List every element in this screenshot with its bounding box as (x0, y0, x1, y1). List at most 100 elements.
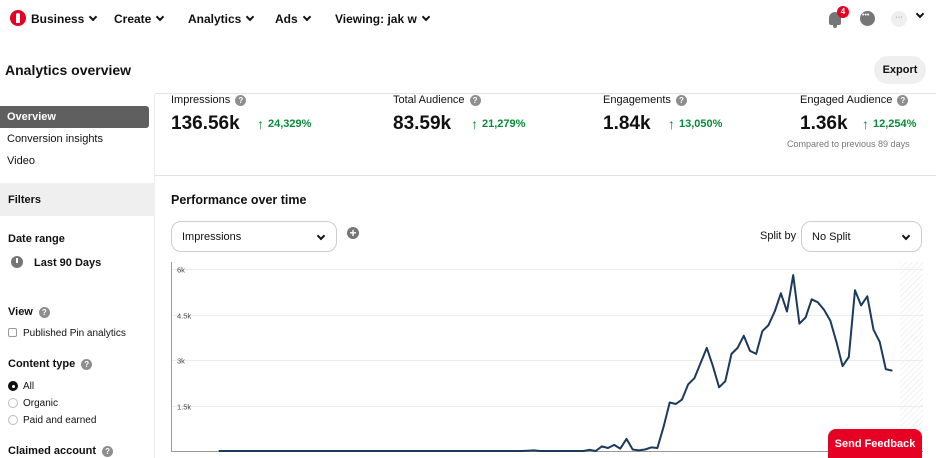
analytics-menu[interactable]: Analytics (188, 12, 255, 26)
help-icon[interactable]: ? (469, 94, 481, 106)
kpi-engagements-label: Engagements ? (603, 94, 687, 106)
ads-menu[interactable]: Ads (275, 12, 311, 26)
help-icon[interactable]: ? (675, 94, 687, 106)
radio-organic[interactable] (8, 398, 18, 408)
chart-data-point (539, 450, 541, 452)
chart-data-point (372, 450, 374, 452)
chart-data-point (638, 449, 640, 451)
radio-all[interactable] (8, 381, 18, 391)
chart-data-point (520, 450, 523, 452)
chart-data-point (317, 450, 319, 452)
date-range-select[interactable]: Last 90 Days (34, 257, 102, 269)
chart-data-point (471, 450, 473, 452)
notification-badge: 4 (837, 6, 849, 18)
chart-data-point (687, 383, 689, 385)
kpi-change-text: 12,254% (873, 118, 917, 130)
chart-data-point (348, 450, 350, 452)
chart-data-point (681, 398, 683, 400)
sidebar-item-video[interactable]: Video (7, 155, 35, 167)
chart-data-point (243, 450, 245, 452)
chart-data-point (218, 450, 220, 452)
chart-data-point (601, 445, 603, 447)
top-nav: Business Create Analytics Ads Viewing: j… (0, 0, 936, 40)
chart-data-point (749, 350, 751, 352)
chart-data-point (236, 450, 239, 452)
chart-data-point (817, 301, 819, 303)
chart-data-point (786, 310, 788, 313)
arrow-up-icon: ↑ (862, 115, 869, 132)
create-menu[interactable]: Create (114, 12, 165, 26)
chart-data-point (323, 450, 325, 452)
sidebar-item-overview[interactable]: Overview (0, 106, 149, 128)
kpi-label-text: Total Audience (393, 94, 465, 106)
chart-data-point (434, 450, 436, 452)
kpi-change-text: 21,279% (482, 118, 526, 130)
chart-svg: 1.5k 3k 4.5k 6k (171, 262, 923, 458)
chart-data-point (693, 377, 696, 379)
help-icon[interactable]: ? (235, 94, 247, 106)
chart-data-point (767, 324, 770, 326)
chart-data-point (706, 347, 708, 349)
help-icon[interactable]: ? (38, 306, 50, 318)
business-menu[interactable]: Business (31, 12, 98, 26)
help-icon[interactable]: ? (81, 358, 93, 370)
chart-data-point (792, 274, 794, 276)
help-icon[interactable]: ? (102, 445, 114, 457)
split-select[interactable]: No Split (801, 221, 922, 252)
chart-data-point (385, 450, 387, 452)
business-menu-label: Business (31, 12, 85, 26)
viewing-account-label: Viewing: jak w (335, 12, 417, 26)
account-chevron-down-icon[interactable] (915, 9, 925, 19)
chart-data-point (224, 450, 226, 452)
sidebar-divider (154, 94, 155, 458)
chart-y-tick-label: 3k (177, 357, 185, 366)
chart-data-point (440, 450, 442, 452)
chart-data-point (391, 450, 393, 452)
chart-data-point (304, 450, 306, 452)
chart-y-tick-label: 1.5k (177, 403, 191, 412)
chart-data-point (625, 438, 628, 440)
chart-data-point (891, 370, 893, 372)
metric-select[interactable]: Impressions (171, 221, 337, 252)
chart-data-point (354, 450, 356, 452)
messages-icon[interactable] (860, 11, 875, 26)
chart-data-point (823, 309, 825, 311)
avatar[interactable]: ··· (891, 11, 907, 27)
chart-data-point (848, 356, 850, 358)
chart-data-point (292, 450, 294, 452)
chart-data-point (632, 448, 634, 451)
kpi-engagements-value: 1.84k (603, 113, 651, 134)
create-menu-label: Create (114, 12, 152, 26)
radio-all-label: All (23, 381, 35, 392)
export-button[interactable]: Export (874, 56, 926, 84)
kpi-total-audience-label: Total Audience ? (393, 94, 481, 106)
view-label-text: View (8, 306, 33, 318)
send-feedback-button[interactable]: Send Feedback (828, 429, 922, 458)
chart-data-point (261, 450, 263, 452)
chart-data-point (669, 401, 671, 404)
chart-data-point (576, 450, 578, 452)
content-type-label-text: Content type (8, 358, 76, 370)
chevron-down-icon (421, 12, 431, 22)
split-select-value: No Split (812, 230, 851, 243)
chart-data-point (545, 450, 547, 452)
divider (155, 93, 936, 94)
sidebar-item-conversion-insights[interactable]: Conversion insights (7, 133, 103, 145)
viewing-account-menu[interactable]: Viewing: jak w (335, 12, 431, 26)
chart-data-point (607, 447, 609, 449)
radio-paid-earned[interactable] (8, 415, 18, 425)
chart-data-point (737, 347, 739, 349)
date-range-label-text: Date range (8, 233, 65, 245)
add-metric-icon[interactable]: + (347, 227, 359, 239)
chart-data-point (416, 450, 418, 452)
pinterest-logo-icon[interactable] (10, 10, 26, 26)
chart-data-point (496, 450, 498, 452)
kpi-label-text: Impressions (171, 94, 231, 106)
chart-data-point (582, 450, 584, 452)
published-pin-checkbox[interactable] (8, 328, 17, 337)
chart-data-point (533, 449, 535, 451)
claimed-account-label: Claimed account ? (8, 445, 114, 457)
help-icon[interactable]: ? (897, 94, 909, 106)
chart-data-point (879, 341, 881, 343)
chart-data-point (360, 450, 362, 452)
